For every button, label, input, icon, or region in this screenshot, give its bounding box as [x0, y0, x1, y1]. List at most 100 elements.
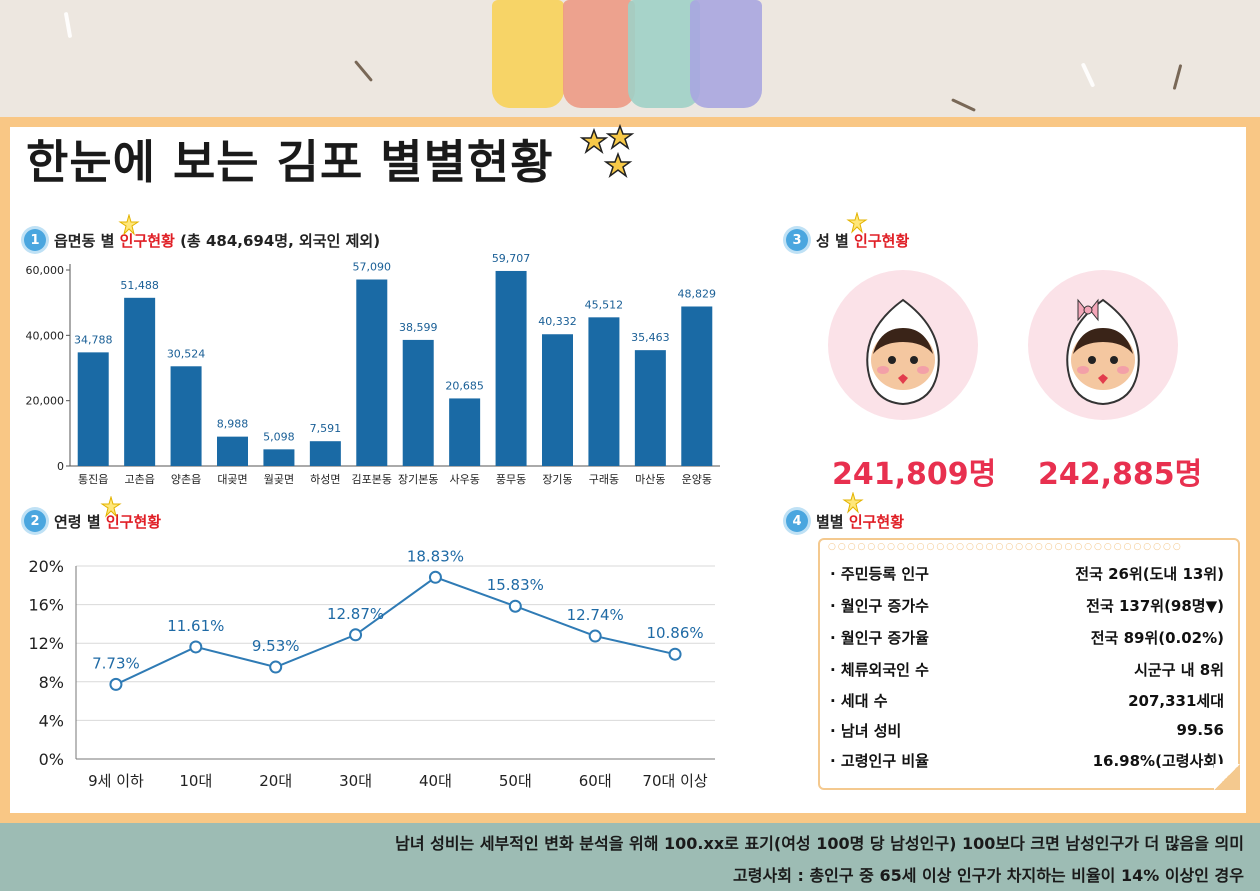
data-label: 12.74%	[567, 606, 624, 624]
bar	[170, 366, 202, 466]
stat-value: 시군구 내 8위	[1134, 660, 1224, 679]
data-point	[269, 660, 283, 674]
bar	[309, 441, 341, 466]
stars-icon	[579, 124, 635, 179]
stat-row: · 월인구 증가수 전국 137위(98명▼)	[830, 590, 1224, 620]
male-population: 241,809명	[832, 457, 997, 492]
y-tick-label: 12%	[28, 634, 64, 653]
stat-value: 16.98%(고령사회)	[1092, 751, 1224, 770]
stat-value: 전국 137위(98명▼)	[1086, 596, 1224, 615]
data-label: 15.83%	[487, 576, 544, 594]
section-number-badge: 2	[24, 510, 46, 532]
stat-value: 전국 26위(도내 13위)	[1075, 564, 1224, 583]
x-tick-label: 9세 이하	[88, 772, 144, 790]
bar-value-label: 8,988	[217, 418, 249, 431]
section-1-header: 1 읍면동 별 인구현황 (총 484,694명, 외국인 제외)	[24, 229, 380, 251]
stats-card: ○○○○○○○○○○○○○○○○○○○○○○○○○○○○○○○○○○○○ · 주…	[818, 538, 1240, 790]
sparkle-icon	[846, 212, 868, 234]
bar	[263, 449, 295, 466]
stat-row: · 체류외국인 수 시군구 내 8위	[830, 654, 1224, 684]
note-aged-society: 고령사회 : 총인구 중 65세 이상 인구가 차지하는 비율이 14% 이상인…	[733, 866, 1244, 885]
bar-value-label: 59,707	[492, 252, 531, 265]
data-label: 18.83%	[407, 547, 464, 565]
y-tick-label: 0	[57, 460, 64, 473]
x-tick-label: 10대	[179, 772, 212, 790]
stat-label: · 고령인구 비율	[830, 751, 929, 770]
bar	[588, 317, 620, 466]
x-tick-label: 통진읍	[78, 473, 108, 486]
x-tick-label: 하성면	[310, 472, 340, 486]
data-label: 7.73%	[92, 654, 140, 672]
section-label-suffix: (총 484,694명, 외국인 제외)	[174, 231, 381, 250]
x-tick-label: 마산동	[635, 473, 665, 486]
notes-band	[0, 823, 1260, 891]
bar	[402, 339, 434, 466]
data-label: 12.87%	[327, 605, 384, 623]
bar-chart: 0 20,000 40,000 60,000 통진읍 고촌읍 양촌읍 대곶면 월곶면 하성면 김포본…	[26, 252, 720, 486]
sparkle-icon	[100, 496, 122, 518]
data-point	[428, 570, 442, 584]
stat-label: · 체류외국인 수	[830, 660, 929, 679]
note-sex-ratio: 남녀 성비는 세부적인 변화 분석을 위해 100.xx로 표기(여성 100명…	[395, 834, 1244, 853]
x-tick-label: 월곶면	[264, 473, 294, 486]
bar	[217, 436, 248, 466]
data-point	[189, 640, 203, 654]
male-avatar	[828, 270, 978, 420]
y-tick-label: 60,000	[26, 264, 65, 277]
bar-value-label: 7,591	[310, 422, 342, 435]
page-title: 한눈에 보는 김포 별별현황	[26, 135, 554, 189]
section-2-header: 2 연령 별 인구현황	[24, 510, 161, 532]
section-label-highlight: 인구현황	[848, 512, 905, 531]
stat-value: 207,331세대	[1128, 691, 1224, 710]
female-character-icon	[1066, 298, 1140, 406]
x-tick-label: 고촌읍	[124, 473, 154, 486]
section-label: 별별	[816, 512, 849, 531]
stat-row: · 주민등록 인구 전국 26위(도내 13위)	[830, 558, 1224, 588]
line-chart: 0% 4% 8% 12% 16% 20% 9세 이하 10대 20대 30대 40대 50대 60대 70…	[28, 547, 715, 790]
bar-value-label: 30,524	[167, 347, 206, 360]
bar-value-label: 38,599	[399, 321, 438, 334]
stat-row: · 세대 수 207,331세대	[830, 685, 1224, 715]
section-label-highlight: 인구현황	[119, 231, 175, 250]
x-tick-label: 20대	[259, 772, 292, 790]
data-point	[588, 629, 602, 643]
bar	[681, 306, 713, 466]
purple-swatch	[690, 0, 762, 108]
y-tick-label: 40,000	[26, 329, 65, 342]
bar-value-label: 34,788	[74, 333, 113, 346]
male-character-icon	[866, 298, 940, 406]
x-tick-label: 대곶면	[217, 473, 247, 486]
bar-value-label: 5,098	[263, 430, 295, 443]
x-tick-label: 60대	[579, 772, 612, 790]
bar	[356, 279, 388, 466]
bar-value-label: 35,463	[631, 331, 670, 344]
stat-row: · 고령인구 비율 16.98%(고령사회)	[830, 745, 1224, 775]
female-avatar	[1028, 270, 1178, 420]
stat-label: · 월인구 증가율	[830, 628, 929, 647]
section-label: 연령 별	[54, 512, 106, 531]
x-tick-label: 30대	[339, 772, 372, 790]
bar	[124, 297, 156, 466]
bar	[634, 350, 666, 466]
y-tick-label: 20,000	[26, 395, 65, 408]
mint-swatch	[628, 0, 700, 108]
sparkle-icon	[842, 492, 864, 514]
section-number-badge: 4	[786, 510, 808, 532]
data-point	[349, 628, 363, 642]
orange-swatch	[563, 0, 635, 108]
x-tick-label: 양촌읍	[171, 473, 201, 486]
section-label-highlight: 인구현황	[854, 231, 910, 250]
data-point	[668, 647, 682, 661]
stat-row: · 월인구 증가율 전국 89위(0.02%)	[830, 622, 1224, 652]
y-tick-label: 4%	[39, 711, 64, 730]
bar-value-label: 45,512	[585, 298, 624, 311]
x-tick-label: 40대	[419, 772, 452, 790]
stat-label: · 월인구 증가수	[830, 596, 929, 615]
stat-label: · 주민등록 인구	[830, 564, 929, 583]
bar-value-label: 20,685	[445, 379, 484, 392]
stat-label: · 세대 수	[830, 691, 888, 710]
data-point	[508, 599, 522, 613]
data-label: 9.53%	[252, 637, 300, 655]
bar	[495, 270, 527, 466]
data-point	[109, 677, 123, 691]
